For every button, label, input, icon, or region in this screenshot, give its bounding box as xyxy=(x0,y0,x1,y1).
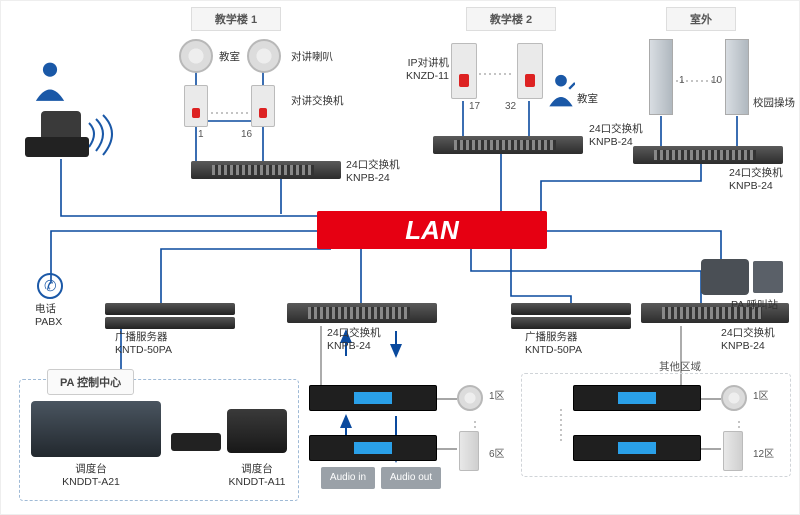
label-zone6: 6区 xyxy=(489,449,505,462)
label-classroom: 教室 xyxy=(577,93,598,106)
intercom-switch-icon xyxy=(184,85,208,127)
label-horn: 对讲喇叭 xyxy=(291,51,333,64)
label-switch: 24口交换机KNPB-24 xyxy=(346,159,400,185)
range-end: 16 xyxy=(241,129,252,142)
person-icon xyxy=(547,73,575,107)
console-phone-icon xyxy=(171,433,221,451)
diagram-stage: 教学楼 1 教学楼 2 室外 LAN 教室 对讲喇叭 1 16 对讲交换机 24… xyxy=(0,0,800,515)
pillar-station-icon xyxy=(649,39,673,115)
console-a21-icon xyxy=(31,401,161,457)
range-end: 32 xyxy=(505,101,516,114)
pa-station-ext-icon xyxy=(753,261,783,293)
zone-outdoor: 室外 xyxy=(666,7,736,31)
pa-center-title: PA 控制中心 xyxy=(47,369,134,395)
label-console-big: 调度台KNDDT-A21 xyxy=(51,463,131,489)
range-start: 17 xyxy=(469,101,480,114)
label-switch: 24口交换机KNPB-24 xyxy=(729,167,783,193)
label-console-sm: 调度台KNDDT-A11 xyxy=(217,463,297,489)
label-phone: 电话PABX xyxy=(35,303,62,329)
pa-station-icon xyxy=(701,259,749,295)
switch-icon xyxy=(287,303,437,323)
amplifier-icon xyxy=(309,435,437,461)
range-end: 10 xyxy=(711,75,722,88)
label-server: 广播服务器KNTD-50PA xyxy=(115,331,172,357)
range-start: 1 xyxy=(198,129,204,142)
label-classroom: 教室 xyxy=(219,51,240,64)
ip-phone-base xyxy=(25,137,89,157)
zone-building1: 教学楼 1 xyxy=(191,7,281,31)
ceiling-speaker-icon xyxy=(179,39,213,73)
ceiling-speaker-icon xyxy=(247,39,281,73)
ceiling-speaker-icon xyxy=(457,385,483,411)
intercom-switch-icon xyxy=(251,85,275,127)
column-speaker-icon xyxy=(459,431,479,471)
switch-icon xyxy=(633,146,783,164)
person-icon xyxy=(33,61,67,101)
broadcast-server-icon xyxy=(105,303,235,315)
pillar-station-icon xyxy=(725,39,749,115)
ip-intercom-icon xyxy=(517,43,543,99)
label-server: 广播服务器KNTD-50PA xyxy=(525,331,582,357)
label-pa-station: PA 呼叫站 xyxy=(731,299,778,312)
label-zone1: 1区 xyxy=(489,391,505,404)
other-areas-box xyxy=(521,373,791,477)
ip-intercom-icon xyxy=(451,43,477,99)
label-intercom-switch: 对讲交换机 xyxy=(291,95,344,108)
console-a11-icon xyxy=(227,409,287,453)
phone-glyph-icon: ✆ xyxy=(44,277,57,295)
broadcast-server-icon xyxy=(511,317,631,329)
audio-in-label: Audio in xyxy=(321,467,375,489)
lan-core: LAN xyxy=(317,211,547,249)
audio-out-label: Audio out xyxy=(381,467,441,489)
broadcast-server-icon xyxy=(511,303,631,315)
label-switch: 24口交换机KNPB-24 xyxy=(721,327,775,353)
label-playground: 校园操场 xyxy=(753,97,795,110)
label-switch: 24口交换机KNPB-24 xyxy=(327,327,381,353)
broadcast-server-icon xyxy=(105,317,235,329)
switch-icon xyxy=(191,161,341,179)
label-ip-intercom: IP对讲机KNZD-11 xyxy=(401,57,449,83)
amplifier-icon xyxy=(309,385,437,411)
zone-building2: 教学楼 2 xyxy=(466,7,556,31)
range-start: 1 xyxy=(679,75,685,88)
switch-icon xyxy=(433,136,583,154)
